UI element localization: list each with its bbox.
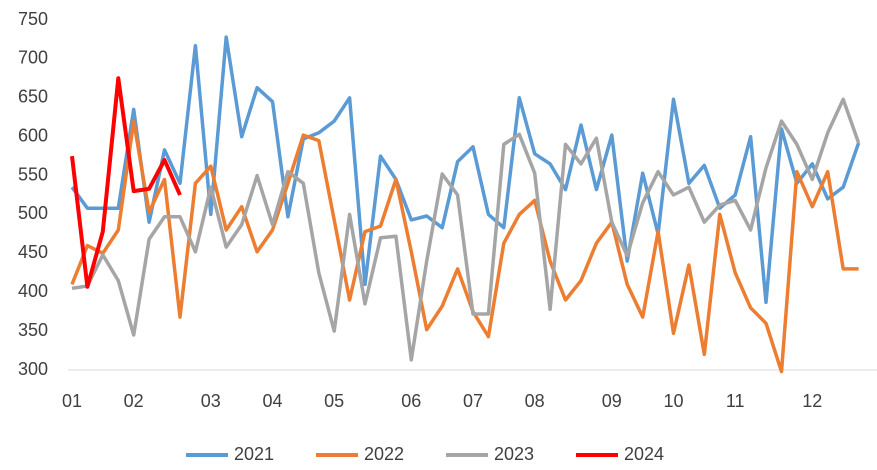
x-tick-label: 01: [62, 391, 82, 411]
series-line: [70, 76, 182, 289]
legend-label: 2024: [624, 444, 664, 464]
y-tick-label: 350: [18, 320, 48, 340]
y-tick-label: 400: [18, 281, 48, 301]
x-tick-label: 06: [401, 391, 421, 411]
legend-label: 2022: [364, 444, 404, 464]
y-tick-label: 550: [18, 164, 48, 184]
y-tick-label: 700: [18, 48, 48, 68]
x-tick-label: 11: [726, 391, 745, 411]
y-tick-label: 600: [18, 125, 48, 145]
series-line: [71, 97, 861, 362]
legend-label: 2023: [494, 444, 534, 464]
x-tick-label: 09: [602, 391, 622, 411]
x-tick-label: 05: [324, 391, 344, 411]
x-tick-label: 10: [663, 391, 683, 411]
y-tick-label: 500: [18, 203, 48, 223]
x-tick-label: 07: [463, 391, 483, 411]
x-tick-label: 03: [201, 391, 221, 411]
x-tick-label: 04: [262, 391, 282, 411]
y-tick-label: 450: [18, 242, 48, 262]
series-line: [70, 119, 859, 374]
x-tick-label: 08: [525, 391, 545, 411]
x-tick-label: 12: [802, 391, 822, 411]
y-tick-label: 650: [18, 87, 48, 107]
legend-label: 2021: [234, 444, 274, 464]
y-tick-label: 750: [18, 9, 48, 29]
y-tick-label: 300: [18, 359, 48, 379]
x-tick-label: 02: [124, 391, 144, 411]
